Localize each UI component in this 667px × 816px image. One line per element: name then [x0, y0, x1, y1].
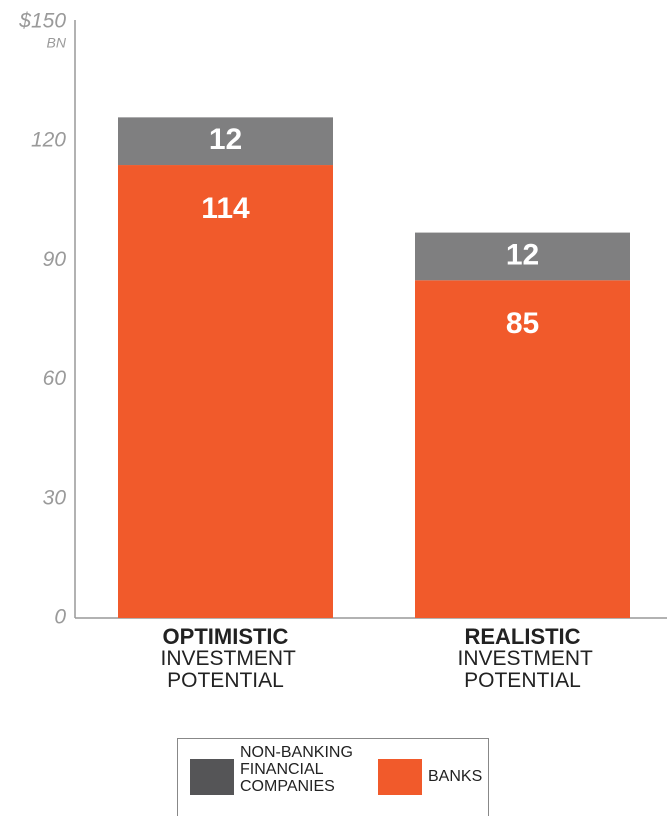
legend-swatch [190, 759, 234, 795]
category-name: REALISTIC [464, 624, 581, 649]
y-tick-label: 60 [43, 367, 67, 390]
bar-segment [118, 165, 333, 619]
bar-segment [415, 232, 630, 281]
value-label: 12 [209, 123, 242, 156]
legend-swatch [378, 759, 422, 795]
y-unit: BN [47, 35, 67, 51]
x-tick-label: REALISTIC INVESTMENT POTENTIAL [438, 626, 608, 692]
y-tick-label: 90 [43, 248, 67, 271]
bar-segment [415, 280, 630, 618]
category-name: OPTIMISTIC [162, 624, 289, 649]
y-tick-label: 0 [54, 606, 66, 629]
legend-label: NON-BANKING FINANCIAL COMPANIES [240, 744, 353, 795]
value-label: 12 [506, 238, 539, 271]
y-tick-label: 120 [31, 129, 66, 152]
value-label: 114 [201, 192, 250, 225]
category-sublabel: INVESTMENT POTENTIAL [457, 647, 593, 692]
bar-segment [118, 117, 333, 166]
x-tick-label: OPTIMISTIC INVESTMENT POTENTIAL [141, 626, 311, 692]
legend-label: BANKS [428, 768, 483, 785]
value-label: 85 [506, 307, 539, 340]
y-tick-label: $150 [18, 10, 66, 33]
category-sublabel: INVESTMENT POTENTIAL [160, 647, 296, 692]
y-tick-label: 30 [43, 486, 67, 509]
legend: BANKS NON-BANKING FINANCIAL COMPANIES [177, 738, 489, 816]
